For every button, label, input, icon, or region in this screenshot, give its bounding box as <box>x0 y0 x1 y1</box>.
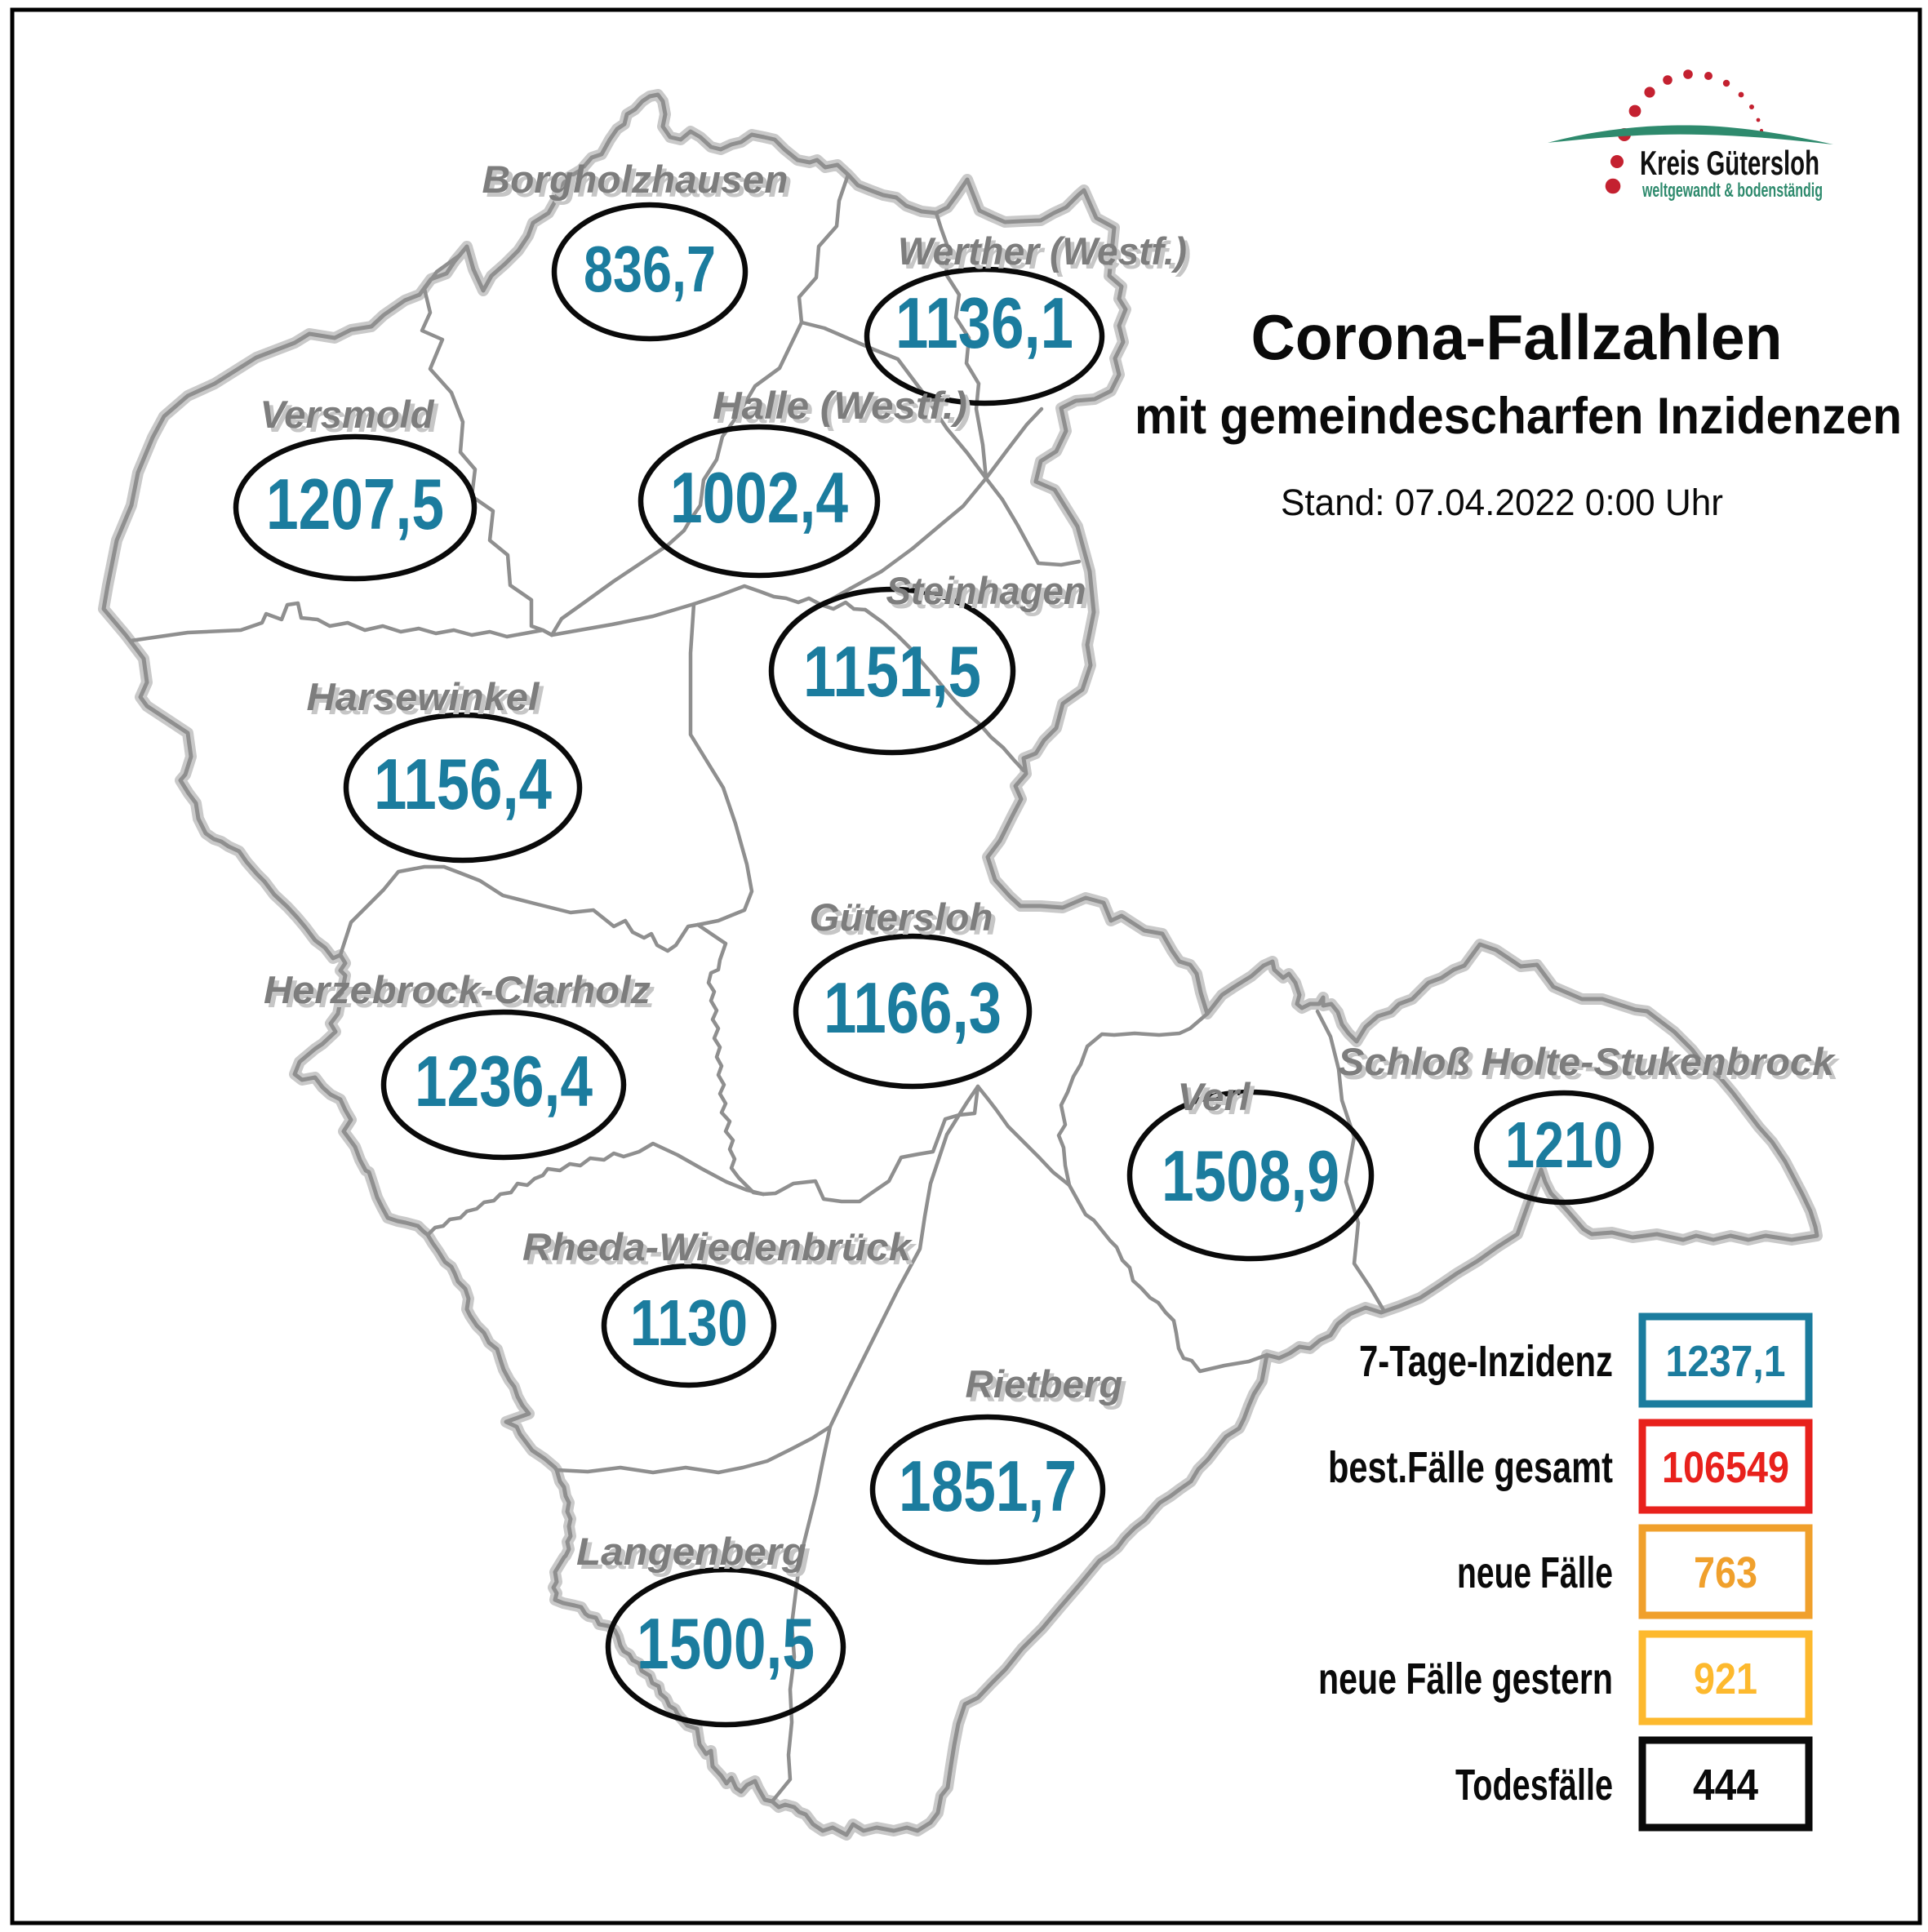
svg-text:Halle (Westf.): Halle (Westf.) <box>713 384 967 427</box>
svg-text:1136,1: 1136,1 <box>895 282 1073 363</box>
svg-text:Versmold: Versmold <box>264 397 439 440</box>
svg-text:Herzebrock-Clarholz: Herzebrock-Clarholz <box>264 968 651 1011</box>
svg-text:Harsewinkel: Harsewinkel <box>307 675 540 718</box>
svg-text:1207,5: 1207,5 <box>266 464 444 544</box>
svg-text:1130: 1130 <box>630 1286 748 1359</box>
svg-text:Langenberg: Langenberg <box>576 1530 806 1573</box>
svg-text:Langenberg: Langenberg <box>580 1534 811 1577</box>
svg-text:106549: 106549 <box>1662 1443 1789 1492</box>
svg-text:Gütersloh: Gütersloh <box>814 899 997 943</box>
svg-text:763: 763 <box>1694 1548 1757 1597</box>
svg-text:1210: 1210 <box>1505 1108 1623 1181</box>
svg-text:1151,5: 1151,5 <box>803 631 981 712</box>
svg-text:mit gemeindescharfen Inzidenze: mit gemeindescharfen Inzidenzen <box>1135 388 1902 445</box>
svg-text:Corona-Fallzahlen: Corona-Fallzahlen <box>1251 301 1783 373</box>
svg-text:Todesfälle: Todesfälle <box>1455 1761 1613 1810</box>
svg-text:weltgewandt & bodenständig: weltgewandt & bodenständig <box>1641 180 1823 202</box>
svg-text:Rietberg: Rietberg <box>970 1366 1127 1410</box>
svg-text:444: 444 <box>1693 1761 1758 1810</box>
svg-text:Borgholzhausen: Borgholzhausen <box>482 158 789 201</box>
svg-text:921: 921 <box>1694 1654 1757 1703</box>
svg-text:1156,4: 1156,4 <box>374 744 552 824</box>
svg-text:Schloß Holte-Stukenbrock: Schloß Holte-Stukenbrock <box>1338 1040 1837 1083</box>
svg-text:Gütersloh: Gütersloh <box>810 895 993 939</box>
svg-text:Verl: Verl <box>1182 1079 1255 1122</box>
svg-text:Borgholzhausen: Borgholzhausen <box>486 162 793 205</box>
svg-text:Kreis Gütersloh: Kreis Gütersloh <box>1640 144 1819 182</box>
svg-text:Werther (Westf.): Werther (Westf.) <box>898 229 1187 273</box>
svg-text:Verl: Verl <box>1178 1075 1251 1118</box>
svg-text:Harsewinkel: Harsewinkel <box>311 679 544 722</box>
svg-text:neue Fälle gestern: neue Fälle gestern <box>1318 1654 1613 1703</box>
svg-text:best.Fälle gesamt: best.Fälle gesamt <box>1328 1443 1613 1492</box>
svg-text:Halle (Westf.): Halle (Westf.) <box>717 388 971 431</box>
svg-text:7-Tage-Inzidenz: 7-Tage-Inzidenz <box>1359 1337 1613 1386</box>
svg-text:Rietberg: Rietberg <box>966 1362 1123 1406</box>
svg-text:1236,4: 1236,4 <box>415 1041 593 1121</box>
svg-text:1166,3: 1166,3 <box>824 967 1002 1048</box>
svg-text:1508,9: 1508,9 <box>1162 1135 1339 1216</box>
svg-text:Rheda-Wiedenbrück: Rheda-Wiedenbrück <box>526 1229 917 1272</box>
svg-text:Schloß Holte-Stukenbrock: Schloß Holte-Stukenbrock <box>1342 1044 1841 1087</box>
svg-text:Versmold: Versmold <box>260 393 435 436</box>
svg-text:1851,7: 1851,7 <box>899 1446 1077 1526</box>
svg-text:1500,5: 1500,5 <box>637 1603 815 1684</box>
svg-text:Werther (Westf.): Werther (Westf.) <box>902 233 1191 277</box>
svg-text:neue Fälle: neue Fälle <box>1457 1548 1613 1597</box>
svg-text:1002,4: 1002,4 <box>670 457 848 538</box>
svg-text:Steinhagen: Steinhagen <box>891 573 1091 616</box>
svg-text:Stand: 07.04.2022 0:00 Uhr: Stand: 07.04.2022 0:00 Uhr <box>1281 482 1723 523</box>
svg-text:Rheda-Wiedenbrück: Rheda-Wiedenbrück <box>522 1225 913 1268</box>
svg-text:1237,1: 1237,1 <box>1666 1337 1786 1386</box>
svg-text:Herzebrock-Clarholz: Herzebrock-Clarholz <box>268 972 655 1015</box>
svg-text:Steinhagen: Steinhagen <box>886 569 1086 612</box>
svg-text:836,7: 836,7 <box>584 233 716 305</box>
